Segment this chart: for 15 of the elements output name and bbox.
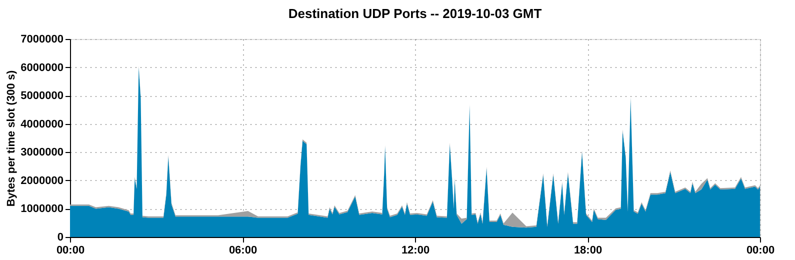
y-tick-label: 4000000 (20, 118, 64, 130)
x-tick-label: 12:00 (401, 244, 430, 256)
x-tick-label: 00:00 (746, 244, 775, 256)
y-tick-label: 7000000 (20, 34, 64, 46)
y-tick-label: 6000000 (20, 62, 64, 74)
x-tick-label: 00:00 (56, 244, 85, 256)
x-tick-label: 18:00 (574, 244, 602, 256)
y-axis-title: Bytes per time slot (300 s) (6, 70, 18, 207)
y-tick-label: 0 (57, 232, 64, 244)
y-tick-label: 5000000 (20, 90, 64, 102)
y-tick-label: 2000000 (20, 174, 64, 187)
y-tick-label: 1000000 (20, 203, 64, 216)
y-tick-label: 3000000 (20, 146, 64, 159)
chart-title: Destination UDP Ports -- 2019-10-03 GMT (288, 6, 542, 21)
x-tick-label: 06:00 (228, 244, 258, 256)
